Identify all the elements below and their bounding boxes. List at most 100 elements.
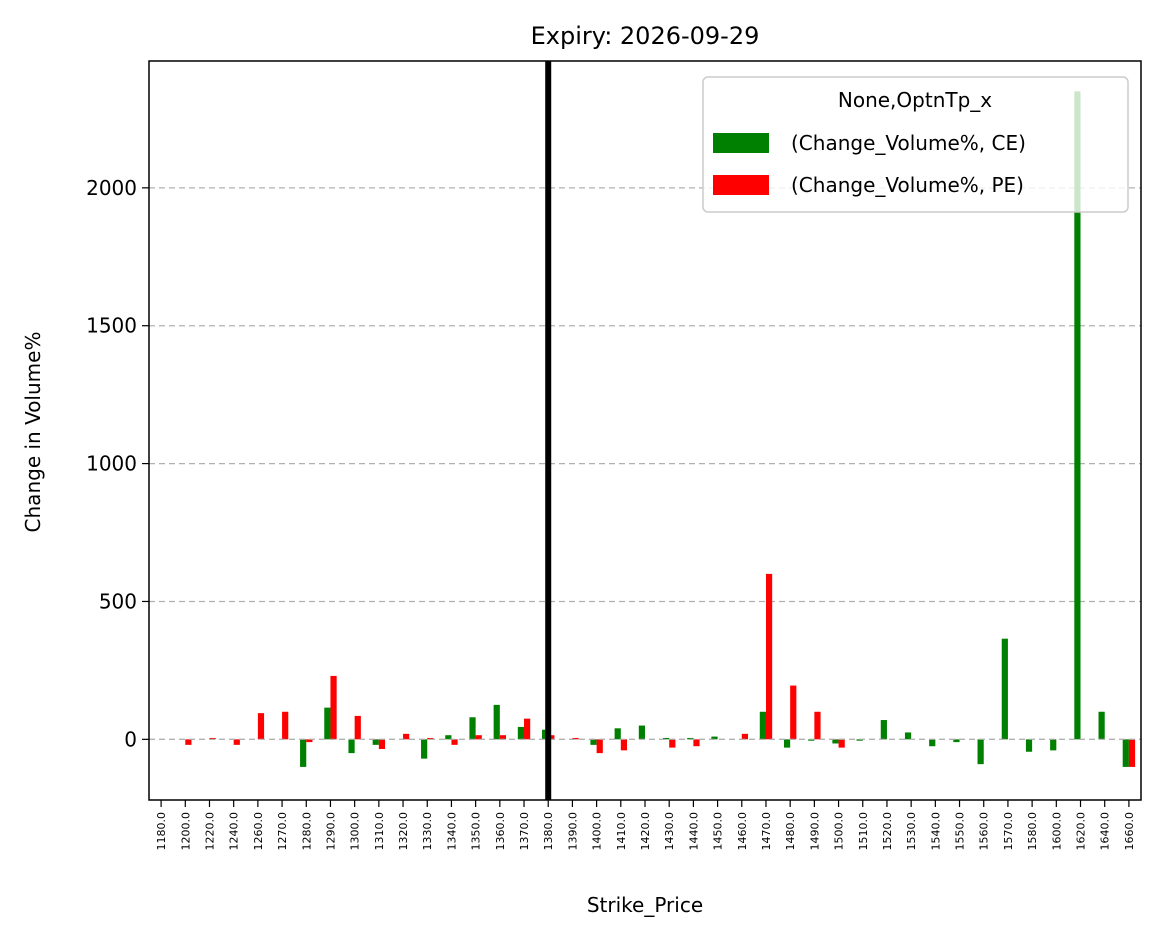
x-tick-label-1580.0: 1580.0 (1026, 812, 1039, 851)
bar-ce-1350.0 (469, 717, 476, 740)
bar-pe-1400.0 (596, 739, 603, 754)
bar-pe-1470.0 (765, 573, 773, 740)
bar-pe-1270.0 (282, 711, 289, 740)
y-tick-label-1000: 1000 (86, 452, 137, 476)
bar-ce-1620.0 (1074, 91, 1081, 740)
bar-ce-1550.0 (953, 739, 960, 743)
bar-pe-1240.0 (233, 739, 240, 745)
x-tick-label-1520.0: 1520.0 (881, 812, 894, 851)
bar-ce-1380.0 (542, 729, 549, 740)
bar-pe-1390.0 (572, 737, 579, 740)
bar-ce-1360.0 (493, 704, 500, 740)
bar-ce-1560.0 (977, 739, 984, 765)
bar-ce-1520.0 (880, 720, 887, 740)
x-tick-label-1500.0: 1500.0 (833, 812, 846, 851)
x-tick-label-1570.0: 1570.0 (1002, 812, 1015, 851)
bar-ce-1290.0 (324, 707, 331, 740)
y-tick-label-1500: 1500 (86, 314, 137, 338)
x-tick-label-1530.0: 1530.0 (905, 812, 918, 851)
x-tick-label-1490.0: 1490.0 (808, 812, 821, 851)
x-tick-label-1410.0: 1410.0 (615, 812, 628, 851)
bars (185, 91, 1136, 767)
y-tick-label-0: 0 (124, 727, 137, 751)
x-axis: 1180.0 1200.0 1220.0 1240.0 1260.0 1270.0 1280… (155, 800, 1136, 851)
bar-pe-1290.0 (330, 675, 337, 740)
bar-pe-1440.0 (693, 739, 700, 747)
bar-pe-1380.0 (548, 735, 555, 740)
bar-pe-1500.0 (838, 739, 845, 748)
x-tick-label-1480.0: 1480.0 (784, 812, 797, 851)
bar-pe-1350.0 (475, 735, 482, 740)
bar-pe-1360.0 (499, 735, 507, 740)
bar-ce-1430.0 (662, 737, 670, 740)
x-axis-label: Strike_Price (587, 893, 703, 917)
y-tick-label-500: 500 (99, 589, 137, 613)
bar-ce-1340.0 (445, 735, 452, 740)
bar-pe-1410.0 (620, 739, 628, 751)
bar-ce-1490.0 (808, 739, 815, 741)
x-tick-label-1220.0: 1220.0 (203, 812, 216, 851)
bar-ce-1510.0 (856, 739, 863, 741)
legend-title: None,OptnTp_x (838, 88, 992, 112)
x-tick-label-1390.0: 1390.0 (566, 812, 579, 851)
bar-ce-1330.0 (421, 739, 428, 759)
bar-ce-1580.0 (1025, 739, 1033, 752)
bar-pe-1460.0 (741, 733, 748, 740)
x-tick-label-1200.0: 1200.0 (179, 812, 192, 851)
bar-pe-1320.0 (403, 733, 410, 740)
x-tick-label-1290.0: 1290.0 (324, 812, 337, 851)
x-tick-label-1270.0: 1270.0 (276, 812, 289, 851)
bar-ce-1660.0 (1122, 739, 1129, 767)
x-tick-label-1420.0: 1420.0 (639, 812, 652, 851)
y-axis-label: Change in Volume% (21, 332, 45, 533)
legend-box (702, 76, 1129, 213)
bar-pe-1280.0 (306, 739, 313, 743)
x-tick-label-1240.0: 1240.0 (228, 812, 241, 851)
bar-pe-1300.0 (354, 715, 361, 740)
x-tick-label-1600.0: 1600.0 (1050, 812, 1063, 851)
x-tick-label-1510.0: 1510.0 (857, 812, 870, 851)
legend-swatch-pe (713, 175, 769, 195)
x-tick-label-1180.0: 1180.0 (155, 812, 168, 851)
bar-pe-1480.0 (790, 685, 797, 740)
x-tick-label-1260.0: 1260.0 (252, 812, 265, 851)
x-tick-label-1550.0: 1550.0 (954, 812, 967, 851)
x-tick-label-1460.0: 1460.0 (736, 812, 749, 851)
chart-title: Expiry: 2026-09-29 (531, 22, 760, 50)
x-tick-label-1440.0: 1440.0 (687, 812, 700, 851)
bar-pe-1310.0 (378, 739, 386, 749)
bar-ce-1300.0 (348, 739, 355, 754)
bar-pe-1330.0 (427, 737, 434, 740)
bar-ce-1470.0 (759, 711, 766, 740)
x-tick-label-1320.0: 1320.0 (397, 812, 410, 851)
x-tick-label-1400.0: 1400.0 (591, 812, 604, 851)
x-tick-label-1360.0: 1360.0 (494, 812, 507, 851)
bar-ce-1640.0 (1098, 711, 1105, 740)
bar-ce-1480.0 (783, 739, 791, 748)
legend-label-pe: (Change_Volume%, PE) (791, 173, 1024, 197)
bar-ce-1540.0 (929, 739, 936, 747)
x-tick-label-1340.0: 1340.0 (445, 812, 458, 851)
x-tick-label-1620.0: 1620.0 (1075, 812, 1088, 851)
bar-ce-1450.0 (711, 736, 718, 740)
bar-ce-1530.0 (904, 732, 912, 740)
bar-pe-1260.0 (257, 713, 265, 740)
bar-ce-1400.0 (590, 739, 597, 745)
bar-pe-1660.0 (1128, 739, 1136, 767)
bar-pe-1370.0 (524, 718, 531, 740)
legend-swatch-ce (713, 133, 769, 153)
bar-ce-1370.0 (517, 726, 525, 740)
x-tick-label-1430.0: 1430.0 (663, 812, 676, 851)
bar-ce-1310.0 (372, 739, 379, 745)
legend-label-ce: (Change_Volume%, CE) (791, 131, 1026, 155)
bar-ce-1410.0 (614, 728, 621, 740)
bar-ce-1600.0 (1050, 739, 1057, 751)
x-tick-label-1560.0: 1560.0 (978, 812, 991, 851)
bar-ce-1570.0 (1001, 638, 1008, 740)
y-axis: 0 500 1000 1500 2000 (86, 176, 149, 751)
bar-pe-1430.0 (669, 739, 676, 748)
bar-pe-1340.0 (451, 739, 458, 745)
x-tick-label-1660.0: 1660.0 (1123, 812, 1136, 851)
x-tick-label-1640.0: 1640.0 (1099, 812, 1112, 851)
